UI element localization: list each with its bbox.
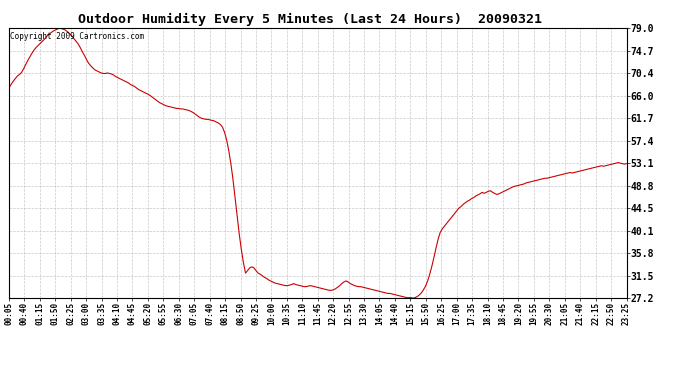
Text: Outdoor Humidity Every 5 Minutes (Last 24 Hours)  20090321: Outdoor Humidity Every 5 Minutes (Last 2… xyxy=(79,13,542,26)
Text: Copyright 2009 Cartronics.com: Copyright 2009 Cartronics.com xyxy=(10,32,144,41)
